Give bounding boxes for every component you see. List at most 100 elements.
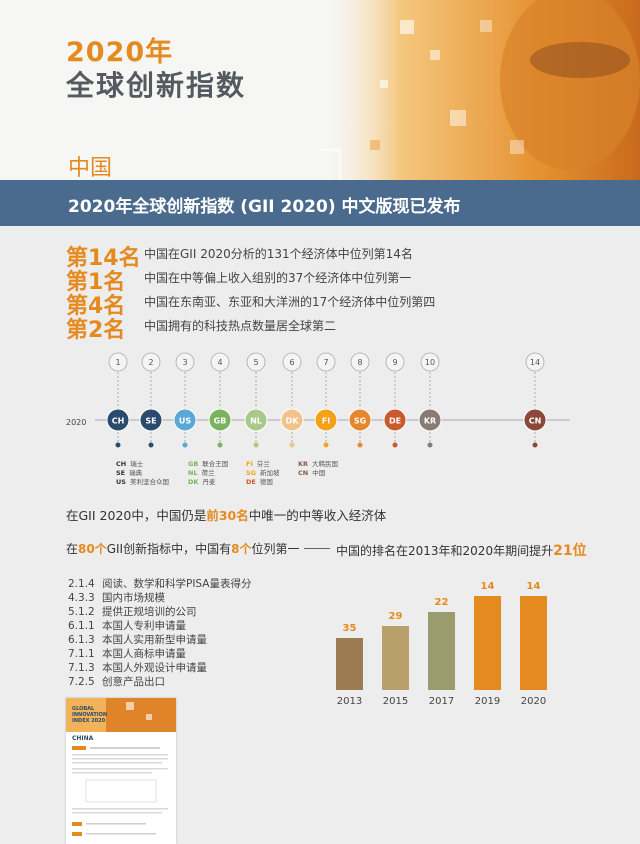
indicator-code: 4.3.3 [68, 592, 95, 604]
pin-rank-label: 3 [182, 358, 187, 367]
timeline-pin-de: 9 DE [383, 352, 407, 448]
legend-name: 瑞士 [130, 460, 144, 468]
legend-item: FI 芬兰 [246, 460, 280, 469]
legend-code: CH [116, 460, 127, 468]
announcement-banner: 2020年全球创新指数 (GII 2020) 中文版现已发布 [0, 180, 640, 226]
bar-category-label: 2020 [521, 696, 546, 707]
rank-value: 第4名 [66, 294, 126, 319]
legend-name: 德国 [259, 478, 273, 486]
banner-text: 2020年全球创新指数 (GII 2020) 中文版现已发布 [68, 197, 461, 217]
legend-column: FI 芬兰 SG 新加坡 DE 德国 [246, 460, 280, 487]
indicator-item: 2.1.4 阅读、数学和科学PISA量表得分 [68, 576, 251, 591]
thumbnail-text: INDEX 2020 [72, 718, 106, 724]
legend-item: KR 大韩民国 [298, 460, 338, 469]
timeline-pin-gb: 4 GB [208, 352, 232, 448]
rank-value: 第1名 [66, 270, 126, 295]
pin-country-code: SE [145, 417, 156, 426]
timeline-pin-cn: 14 CN [523, 352, 547, 448]
legend-code: KR [298, 460, 309, 468]
legend-column: KR 大韩民国 CN 中国 [298, 460, 338, 478]
legend-code: GB [188, 460, 199, 468]
bar-2013 [336, 638, 363, 690]
legend-code: DK [188, 478, 199, 486]
legend-column: CH 瑞士 SE 瑞典 US 美利坚合众国 [116, 460, 169, 487]
legend-name: 瑞典 [129, 469, 143, 477]
heading-text: GII创新指标中，中国有 [106, 542, 232, 556]
pin-rank-label: 5 [253, 358, 258, 367]
pin-rank-label: 1 [115, 358, 120, 367]
pin-country-code: DK [286, 417, 300, 426]
legend-code: SE [116, 469, 126, 477]
legend-code: DE [246, 478, 256, 486]
pin-rank-label: 6 [289, 358, 294, 367]
indicators-heading: 在80个GII创新指标中，中国有8个位列第一 [66, 540, 299, 557]
ranking-timeline: 1 CH 2 SE 3 US 4 GB 5 NL 6 DK 7 FI 8 SG 9 DE 10 KR 14 CN [95, 352, 570, 448]
chart-heading: 中国的排名在2013年和2020年期间提升21位 [336, 540, 587, 560]
bar-category-label: 2015 [383, 696, 408, 707]
legend-item: SE 瑞典 [116, 469, 169, 478]
timeline-pin-kr: 10 KR [418, 352, 442, 448]
legend-item: NL 荷兰 [188, 469, 228, 478]
report-thumbnail[interactable]: GLOBAL INNOVATION INDEX 2020 CHINA [66, 698, 176, 844]
indicator-item: 5.1.2 提供正规培训的公司 [68, 604, 197, 619]
legend-item: US 美利坚合众国 [116, 478, 169, 487]
indicator-code: 5.1.2 [68, 606, 95, 618]
indicator-code: 6.1.3 [68, 634, 95, 646]
rank-description: 中国在东南亚、东亚和大洋洲的17个经济体中位列第四 [144, 295, 436, 309]
indicator-code: 7.1.3 [68, 662, 95, 674]
pin-country-code: CH [112, 417, 125, 426]
thumbnail-text: INNOVATION [72, 712, 107, 718]
title-year: 2020年 [66, 37, 174, 68]
legend-item: SG 新加坡 [246, 469, 280, 478]
pin-country-code: US [179, 417, 191, 426]
indicator-item: 6.1.1 本国人专利申请量 [68, 618, 186, 633]
timeline-pin-ch: 1 CH [106, 352, 130, 448]
timeline-pin-us: 3 US [173, 352, 197, 448]
legend-name: 中国 [312, 469, 326, 477]
legend-item: CH 瑞士 [116, 460, 169, 469]
thumbnail-text: GLOBAL [72, 706, 95, 712]
indicator-code: 7.1.1 [68, 648, 95, 660]
indicator-name: 本国人专利申请量 [102, 620, 186, 632]
timeline-year-label: 2020 [66, 418, 87, 427]
hero-header: 2020年 全球创新指数 中国 [0, 0, 640, 180]
legend-name: 大韩民国 [312, 460, 339, 468]
thumbnail-country: CHINA [72, 735, 94, 742]
bar-2020 [520, 596, 547, 690]
heading-highlight: 8个 [231, 542, 252, 556]
bar-2019 [474, 596, 501, 690]
legend-column: GB 联合王国 NL 荷兰 DK 丹麦 [188, 460, 228, 487]
bar-value-label: 29 [389, 611, 403, 622]
statement-text: 中唯一的中等收入经济体 [248, 508, 387, 523]
indicator-item: 7.2.5 创意产品出口 [68, 674, 165, 689]
statement-highlight: 前30名 [206, 508, 249, 523]
indicator-item: 6.1.3 本国人实用新型申请量 [68, 632, 207, 647]
statement-text: 在GII 2020中，中国仍是 [66, 508, 207, 523]
bar-2015 [382, 626, 409, 690]
timeline-pin-sg: 8 SG [348, 352, 372, 448]
legend-code: SG [246, 469, 257, 477]
indicator-name: 本国人商标申请量 [102, 648, 186, 660]
timeline-pin-dk: 6 DK [280, 352, 304, 448]
legend-name: 联合王国 [202, 460, 229, 468]
bar-value-label: 14 [527, 581, 541, 592]
heading-text: 中国的排名在2013年和2020年期间提升 [336, 544, 554, 558]
pin-country-code: DE [389, 417, 401, 426]
pin-country-code: SG [354, 417, 366, 426]
hero-photo-collage [320, 0, 640, 180]
indicator-name: 提供正规培训的公司 [102, 606, 197, 618]
pin-rank-label: 14 [530, 358, 540, 367]
heading-text: 位列第一 [251, 542, 300, 556]
heading-highlight: 80个 [78, 542, 107, 556]
legend-code: CN [298, 469, 309, 477]
legend-item: DK 丹麦 [188, 478, 228, 487]
pin-rank-label: 2 [148, 358, 153, 367]
rank-description: 中国在中等偏上收入组别的37个经济体中位列第一 [144, 271, 412, 285]
legend-item: DE 德国 [246, 478, 280, 487]
country-label: 中国 [68, 156, 113, 180]
legend-name: 美利坚合众国 [129, 478, 169, 486]
pin-country-code: CN [529, 417, 542, 426]
divider [304, 548, 330, 549]
bar-category-label: 2019 [475, 696, 500, 707]
